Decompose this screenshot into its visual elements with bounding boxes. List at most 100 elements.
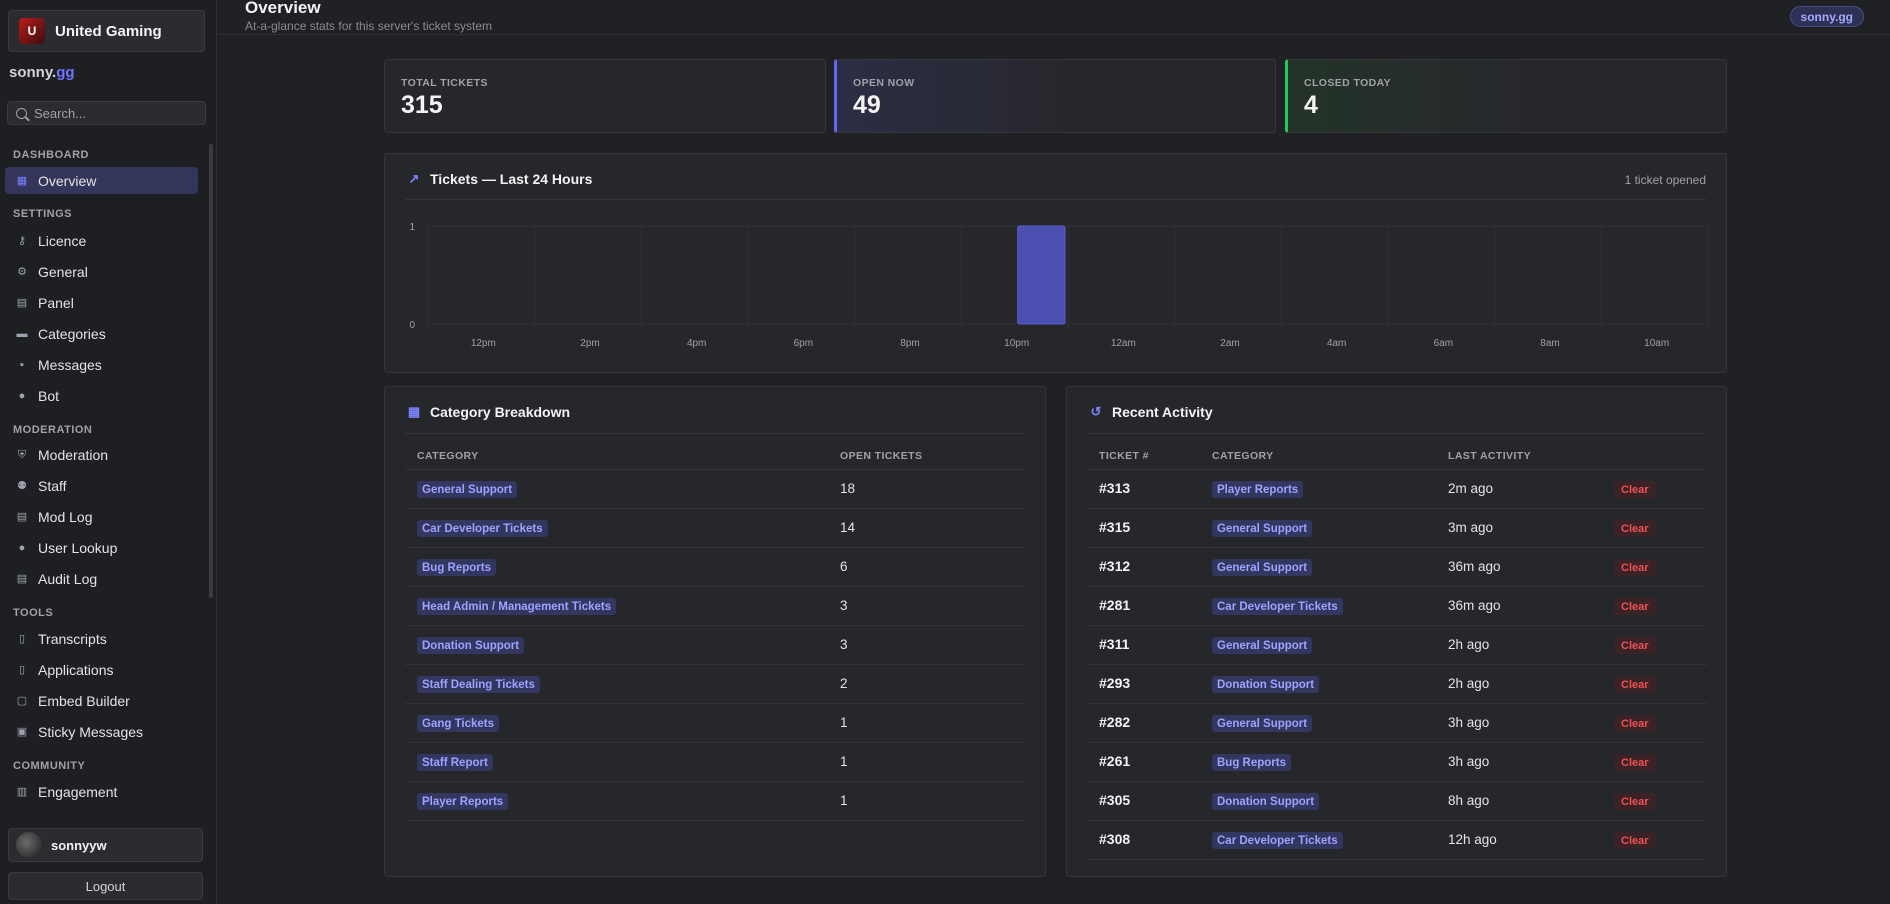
category-pill[interactable]: Staff Report — [417, 754, 493, 771]
sidebar-item-categories[interactable]: ▬ Categories — [5, 320, 198, 347]
table-row[interactable]: #313 Player Reports 2m ago Clear — [1087, 470, 1707, 509]
page-title: Overview — [245, 0, 321, 17]
sidebar-item-staff[interactable]: ⚉ Staff — [5, 472, 198, 499]
server-badge[interactable]: sonny.gg — [1789, 6, 1864, 27]
sidebar-item-user-lookup[interactable]: ● User Lookup — [5, 534, 198, 561]
clear-button[interactable]: Clear — [1614, 676, 1656, 693]
ticket-number[interactable]: #312 — [1099, 558, 1131, 574]
table-row[interactable]: #261 Bug Reports 3h ago Clear — [1087, 743, 1707, 782]
clear-button[interactable]: Clear — [1614, 598, 1656, 615]
clear-button[interactable]: Clear — [1614, 559, 1656, 576]
clear-button[interactable]: Clear — [1614, 637, 1656, 654]
sidebar-item-embed-builder[interactable]: ▢ Embed Builder — [5, 687, 198, 714]
sidebar-item-panel[interactable]: ▤ Panel — [5, 289, 198, 316]
table-row[interactable]: #315 General Support 3m ago Clear — [1087, 509, 1707, 548]
sidebar-item-mod-log[interactable]: ▤ Mod Log — [5, 503, 198, 530]
ticket-number[interactable]: #313 — [1099, 480, 1131, 496]
table-row[interactable]: #312 General Support 36m ago Clear — [1087, 548, 1707, 587]
x-tick-label: 6pm — [794, 338, 813, 349]
search-box[interactable] — [7, 101, 206, 125]
category-pill: Bug Reports — [1212, 754, 1291, 771]
table-row[interactable]: #281 Car Developer Tickets 36m ago Clear — [1087, 587, 1707, 626]
ticket-number[interactable]: #293 — [1099, 675, 1131, 691]
sidebar-item-applications[interactable]: ▯ Applications — [5, 656, 198, 683]
ticket-number[interactable]: #282 — [1099, 714, 1131, 730]
category-pill[interactable]: Donation Support — [417, 637, 525, 654]
sidebar-item-sticky-messages[interactable]: ▣ Sticky Messages — [5, 718, 198, 745]
clear-button[interactable]: Clear — [1614, 481, 1656, 498]
category-pill[interactable]: Head Admin / Management Tickets — [417, 598, 617, 615]
clear-button[interactable]: Clear — [1614, 715, 1656, 732]
table-row[interactable]: #308 Car Developer Tickets 12h ago Clear — [1087, 821, 1707, 860]
ticket-number[interactable]: #261 — [1099, 753, 1131, 769]
ticket-number[interactable]: #305 — [1099, 792, 1131, 808]
domain-prefix: sonny. — [9, 64, 57, 81]
calendar-icon: ▦ — [407, 404, 421, 419]
user-profile[interactable]: sonnyyw — [8, 828, 203, 862]
table-row[interactable]: #282 General Support 3h ago Clear — [1087, 704, 1707, 743]
y-tick-label: 1 — [409, 222, 415, 233]
chart-icon: ▥ — [16, 785, 28, 798]
table-row[interactable]: #293 Donation Support 2h ago Clear — [1087, 665, 1707, 704]
open-ticket-count: 14 — [840, 520, 856, 535]
stat-value: 315 — [401, 91, 443, 119]
table-row[interactable]: #305 Donation Support 8h ago Clear — [1087, 782, 1707, 821]
clear-button[interactable]: Clear — [1614, 520, 1656, 537]
open-ticket-count: 1 — [840, 715, 848, 730]
category-pill[interactable]: Bug Reports — [417, 559, 496, 576]
ticket-number[interactable]: #311 — [1099, 636, 1130, 652]
stat-card-closed: CLOSED TODAY 4 — [1285, 59, 1727, 133]
last-activity: 3h ago — [1448, 715, 1490, 730]
sidebar-item-label: General — [38, 263, 88, 280]
logout-button[interactable]: Logout — [8, 872, 203, 900]
stat-card-open: OPEN NOW 49 — [834, 59, 1276, 133]
section-moderation: MODERATION — [13, 424, 93, 436]
server-name: United Gaming — [55, 22, 162, 40]
category-pill[interactable]: Car Developer Tickets — [417, 520, 548, 537]
category-breakdown-panel: ▦ Category Breakdown CATEGORY OPEN TICKE… — [384, 386, 1046, 877]
last-activity: 36m ago — [1448, 598, 1501, 613]
sidebar-item-messages[interactable]: ▪ Messages — [5, 351, 198, 378]
sidebar-item-overview[interactable]: ▦ Overview — [5, 167, 198, 194]
ticket-number[interactable]: #315 — [1099, 519, 1131, 535]
sidebar-item-audit-log[interactable]: ▤ Audit Log — [5, 565, 198, 592]
x-tick-label: 4pm — [687, 338, 706, 349]
clear-button[interactable]: Clear — [1614, 793, 1656, 810]
page-subtitle: At-a-glance stats for this server's tick… — [245, 19, 493, 33]
sidebar-item-bot[interactable]: ● Bot — [5, 382, 198, 409]
page-header: Overview At-a-glance stats for this serv… — [218, 0, 1890, 35]
category-pill[interactable]: Player Reports — [417, 793, 509, 810]
ticket-number[interactable]: #281 — [1099, 597, 1131, 613]
category-pill[interactable]: General Support — [417, 481, 518, 498]
ticket-number[interactable]: #308 — [1099, 831, 1131, 847]
column-header-category: CATEGORY — [1212, 450, 1274, 462]
sidebar-item-moderation[interactable]: ⛨ Moderation — [5, 441, 198, 468]
table-row: Car Developer Tickets 14 — [405, 509, 1025, 548]
recent-activity-panel: ↺ Recent Activity TICKET # CATEGORY LAST… — [1066, 386, 1727, 877]
last-activity: 2h ago — [1448, 637, 1490, 652]
server-selector[interactable]: U United Gaming — [8, 10, 205, 52]
sidebar-scrollbar[interactable] — [209, 144, 213, 598]
search-input[interactable] — [34, 105, 194, 121]
clear-button[interactable]: Clear — [1614, 832, 1656, 849]
x-tick-label: 6am — [1434, 338, 1453, 349]
sidebar-item-transcripts[interactable]: ▯ Transcripts — [5, 625, 198, 652]
category-pill[interactable]: Staff Dealing Tickets — [417, 676, 540, 693]
open-ticket-count: 2 — [840, 676, 848, 691]
clear-button[interactable]: Clear — [1614, 754, 1656, 771]
sidebar-item-label: User Lookup — [38, 539, 118, 556]
category-pill[interactable]: Gang Tickets — [417, 715, 500, 732]
divider — [405, 469, 1025, 470]
table-row[interactable]: #311 General Support 2h ago Clear — [1087, 626, 1707, 665]
sidebar-item-licence[interactable]: ⚷ Licence — [5, 227, 198, 254]
sidebar-item-general[interactable]: ⚙ General — [5, 258, 198, 285]
open-ticket-count: 3 — [840, 637, 848, 652]
history-icon: ↺ — [1090, 404, 1102, 419]
divider — [1087, 469, 1706, 470]
shield-icon: ⛨ — [17, 448, 27, 461]
chart-bar[interactable] — [1017, 225, 1066, 325]
chart-title: ↗ Tickets — Last 24 Hours — [407, 171, 593, 187]
category-pill: Car Developer Tickets — [1212, 598, 1343, 615]
sidebar-item-engagement[interactable]: ▥ Engagement — [5, 778, 198, 805]
stat-value: 49 — [853, 91, 881, 119]
